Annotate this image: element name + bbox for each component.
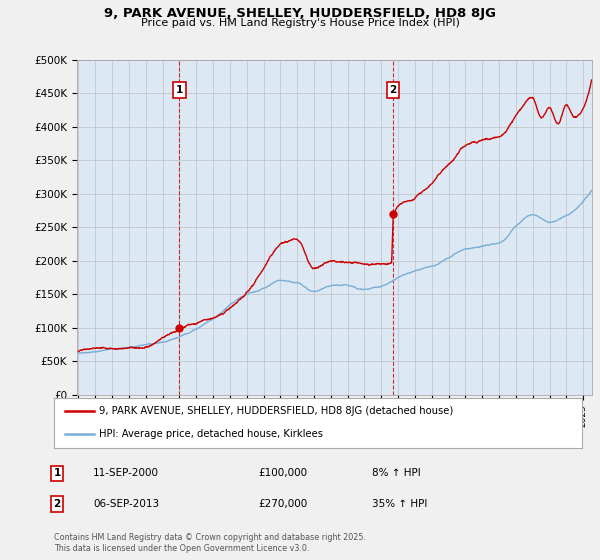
Text: 9, PARK AVENUE, SHELLEY, HUDDERSFIELD, HD8 8JG (detached house): 9, PARK AVENUE, SHELLEY, HUDDERSFIELD, H… — [99, 406, 453, 416]
Text: 2: 2 — [389, 85, 397, 95]
Text: 35% ↑ HPI: 35% ↑ HPI — [372, 499, 427, 509]
Text: 8% ↑ HPI: 8% ↑ HPI — [372, 468, 421, 478]
Text: 2: 2 — [53, 499, 61, 509]
Text: Price paid vs. HM Land Registry's House Price Index (HPI): Price paid vs. HM Land Registry's House … — [140, 18, 460, 28]
Text: 1: 1 — [176, 85, 183, 95]
Text: Contains HM Land Registry data © Crown copyright and database right 2025.
This d: Contains HM Land Registry data © Crown c… — [54, 533, 366, 553]
Text: 11-SEP-2000: 11-SEP-2000 — [93, 468, 159, 478]
Text: 1: 1 — [53, 468, 61, 478]
Text: 06-SEP-2013: 06-SEP-2013 — [93, 499, 159, 509]
Text: HPI: Average price, detached house, Kirklees: HPI: Average price, detached house, Kirk… — [99, 430, 323, 440]
Text: £100,000: £100,000 — [258, 468, 307, 478]
Text: £270,000: £270,000 — [258, 499, 307, 509]
Text: 9, PARK AVENUE, SHELLEY, HUDDERSFIELD, HD8 8JG: 9, PARK AVENUE, SHELLEY, HUDDERSFIELD, H… — [104, 7, 496, 20]
